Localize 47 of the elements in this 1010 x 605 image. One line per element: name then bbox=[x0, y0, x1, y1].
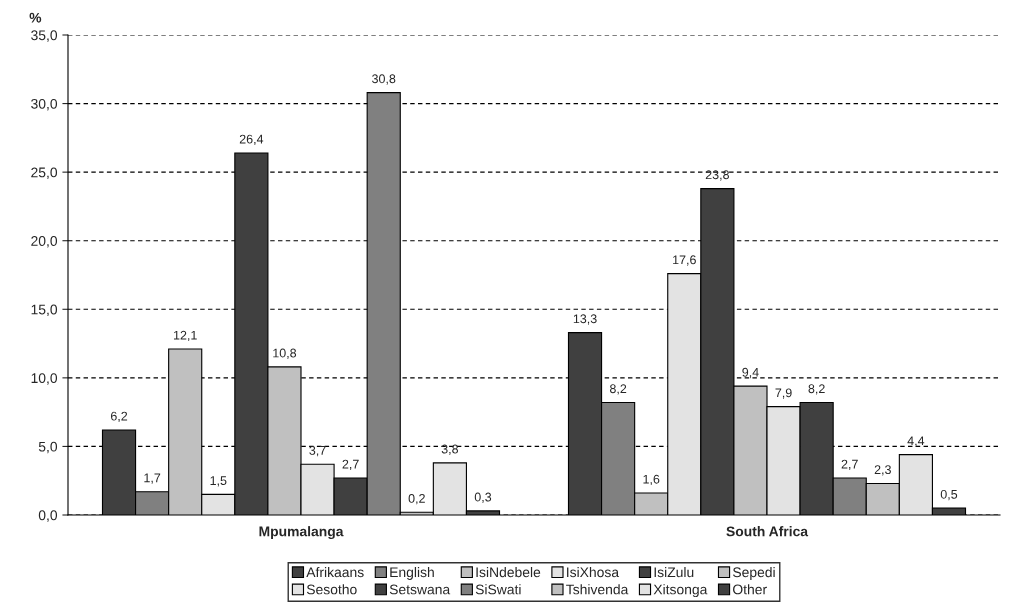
data-label: 1,5 bbox=[210, 476, 227, 487]
x-tick-label: Mpumalanga bbox=[259, 526, 344, 540]
data-label: 4,4 bbox=[907, 436, 925, 447]
data-label: 3,8 bbox=[441, 444, 459, 455]
legend-label: Sesotho bbox=[306, 584, 357, 595]
y-tick-label: 0,0 bbox=[38, 510, 58, 522]
y-tick-label: 25,0 bbox=[31, 167, 58, 179]
legend-label: IsiXhosa bbox=[567, 566, 620, 578]
data-label: 17,6 bbox=[673, 255, 696, 266]
legend-label: Sepedi bbox=[733, 566, 775, 580]
data-label: 8,2 bbox=[609, 384, 627, 395]
legend-label: Setswana bbox=[389, 584, 451, 595]
data-label: 2,7 bbox=[342, 459, 359, 471]
y-tick-label: 20,0 bbox=[31, 236, 58, 248]
y-tick-label: 30,0 bbox=[31, 98, 58, 111]
legend-label: Afrikaans bbox=[306, 566, 364, 578]
y-tick-label: 35,0 bbox=[31, 30, 58, 42]
y-tick-label: 5,0 bbox=[38, 441, 58, 454]
data-label: 1,6 bbox=[643, 474, 660, 486]
legend-label: IsiNdebele bbox=[476, 566, 541, 578]
y-tick-label: 15,0 bbox=[31, 304, 58, 317]
data-label: 0,3 bbox=[474, 492, 492, 503]
data-label: 9,4 bbox=[742, 367, 759, 379]
y-axis-title: % bbox=[29, 12, 42, 23]
y-tick-label: 10,0 bbox=[31, 373, 58, 385]
legend-label: Other bbox=[733, 584, 767, 595]
data-label: 2,3 bbox=[874, 465, 891, 476]
legend-label: IsiZulu bbox=[654, 566, 694, 578]
data-label: 7,9 bbox=[775, 388, 792, 399]
data-label: 10,8 bbox=[273, 348, 297, 359]
data-label: 13,3 bbox=[573, 314, 597, 325]
data-label: 3,7 bbox=[309, 445, 326, 457]
data-label: 23,8 bbox=[705, 170, 729, 181]
legend-label: SiSwati bbox=[475, 584, 521, 595]
data-label: 8,2 bbox=[808, 384, 825, 395]
data-label: 0,5 bbox=[940, 489, 958, 501]
data-label: 12,1 bbox=[173, 330, 197, 342]
legend-label: Tshivenda bbox=[566, 584, 629, 595]
data-label: 2,7 bbox=[841, 459, 858, 471]
legend-label: Xitsonga bbox=[653, 584, 708, 598]
data-label: 0,2 bbox=[408, 493, 425, 505]
data-label: 26,4 bbox=[239, 134, 264, 145]
x-tick-label: South Africa bbox=[726, 526, 809, 537]
data-label: 1,7 bbox=[144, 473, 161, 484]
data-label: 30,8 bbox=[372, 74, 396, 85]
legend-label: English bbox=[390, 566, 434, 580]
data-label: 6,2 bbox=[110, 411, 128, 423]
